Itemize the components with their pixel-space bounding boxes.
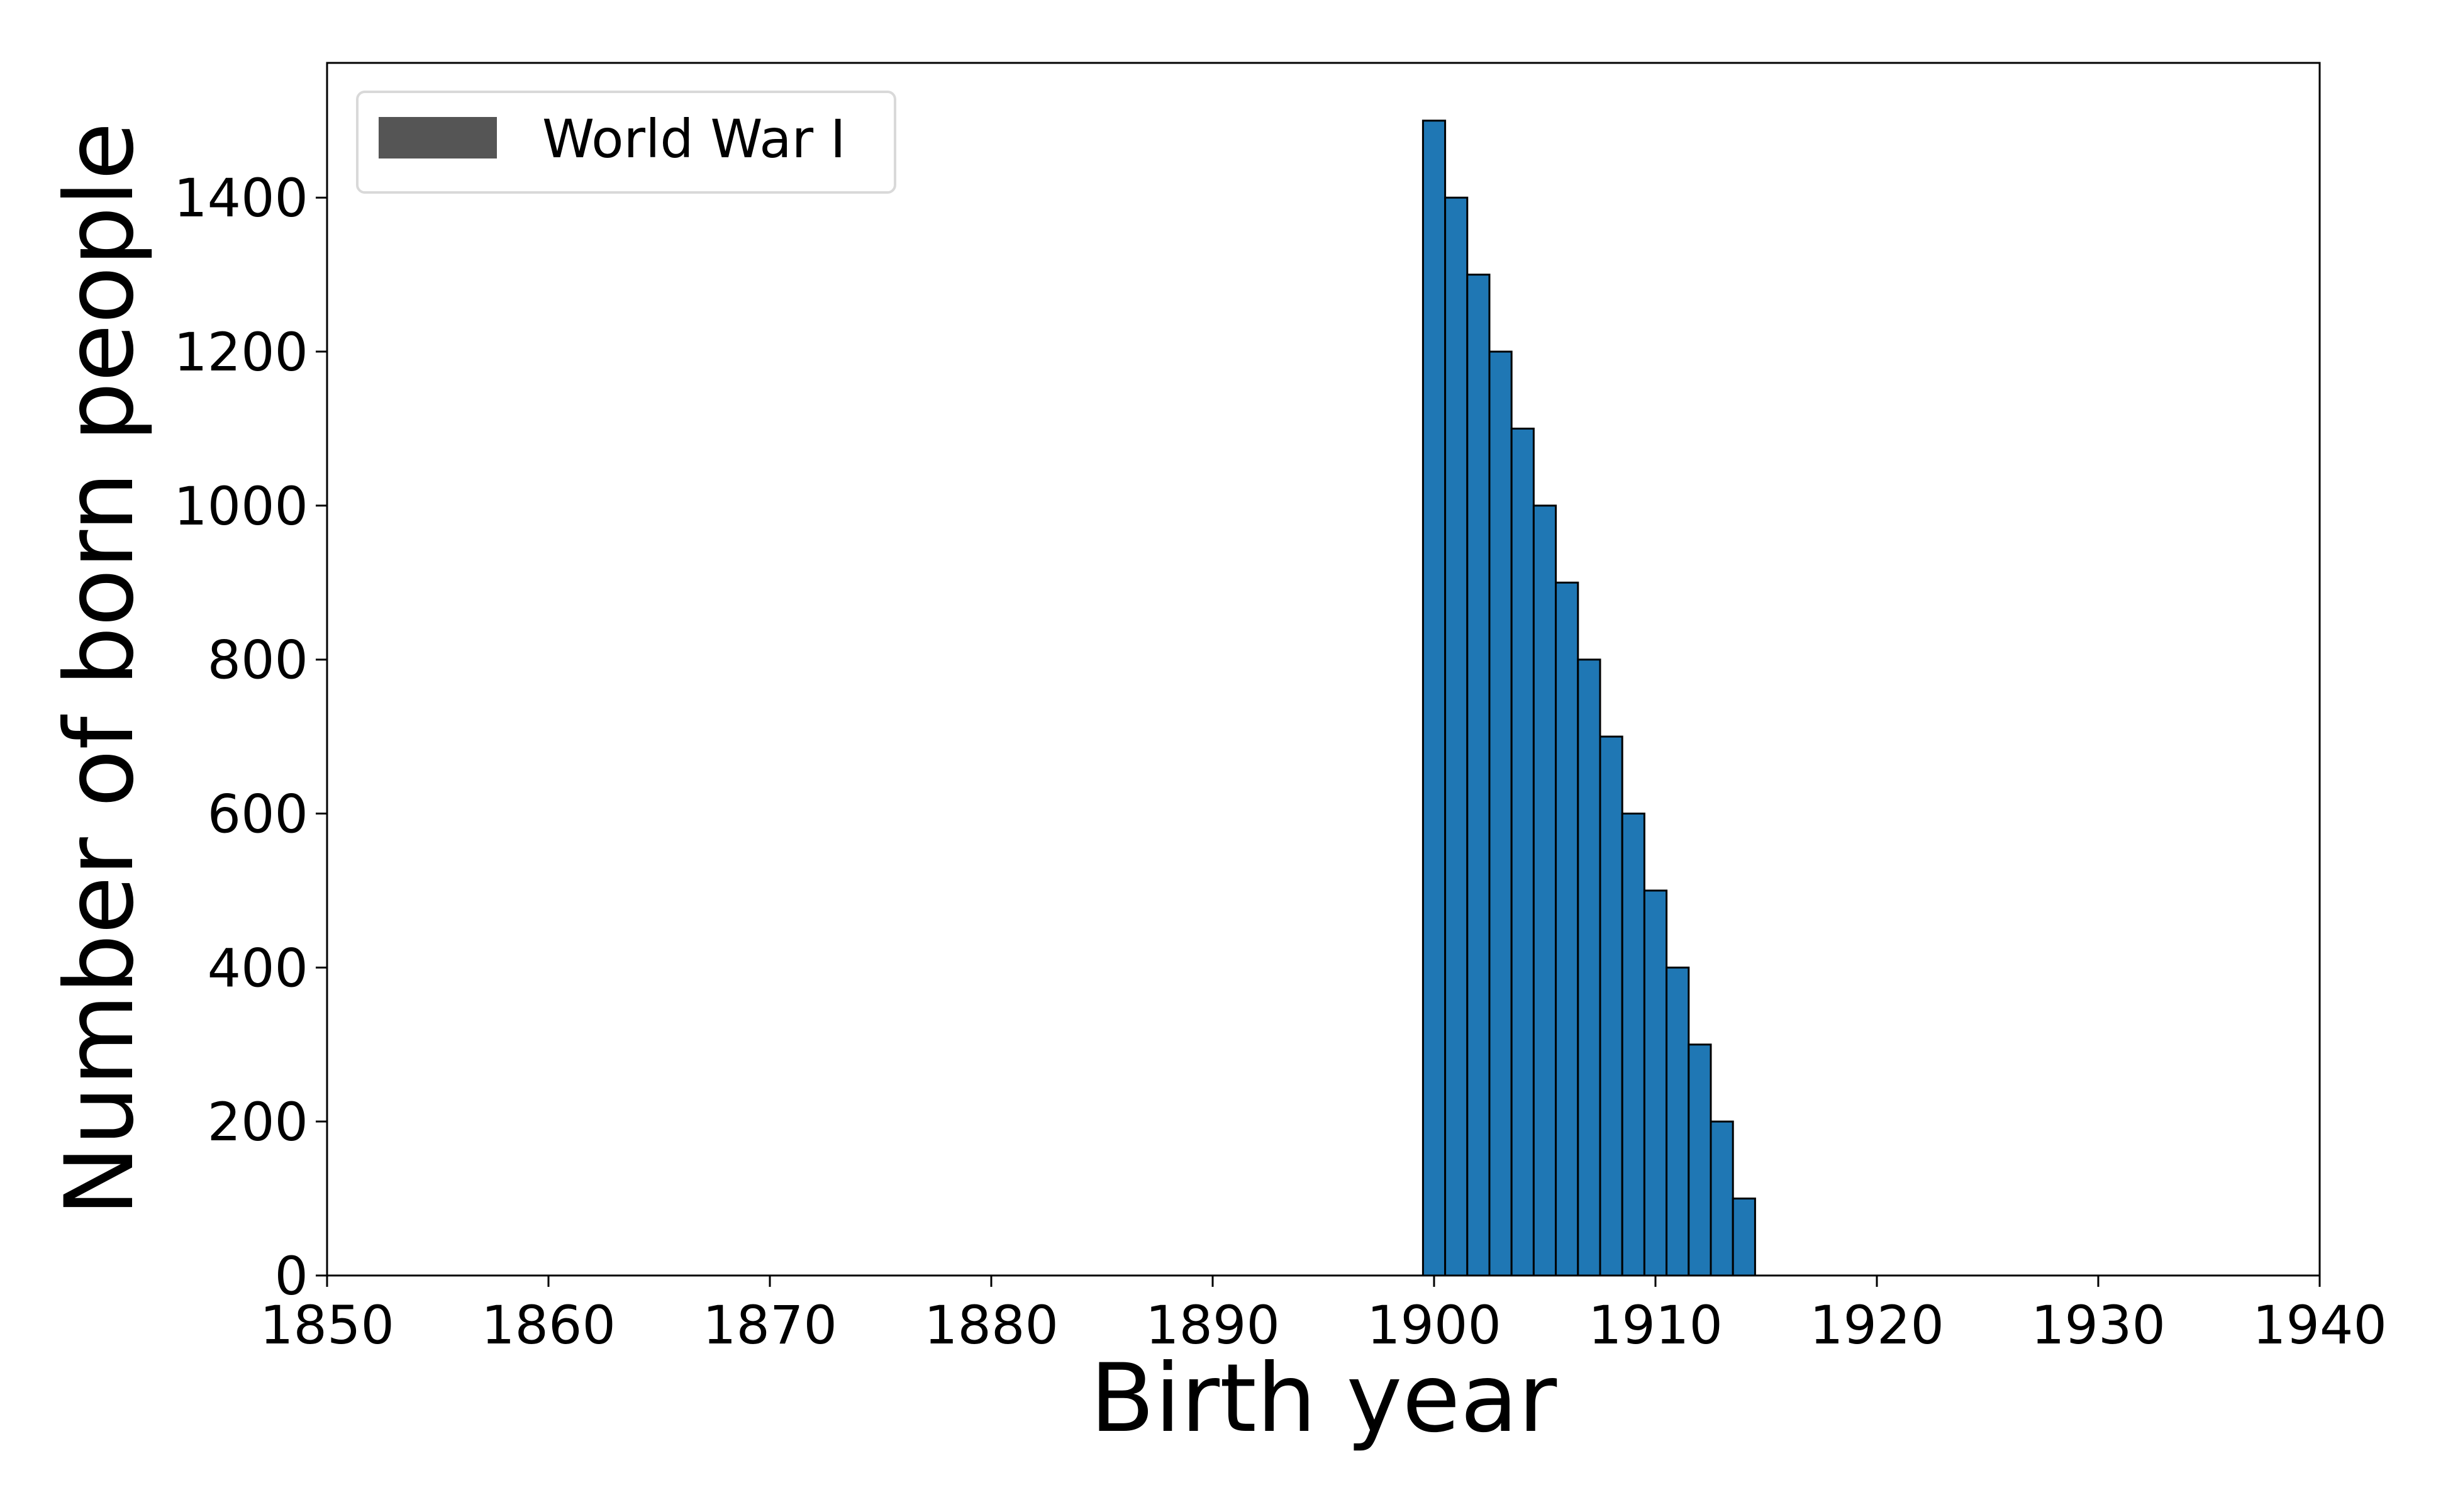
bar-1913 — [1710, 1120, 1734, 1277]
x-tick-label: 1940 — [2252, 1294, 2387, 1356]
bar-1909 — [1621, 813, 1645, 1277]
bar-1901 — [1444, 196, 1469, 1277]
bars-group — [1421, 120, 1756, 1277]
plot-area — [327, 63, 2320, 1276]
y-tick-label: 800 — [208, 630, 308, 691]
x-tick-label: 1930 — [2031, 1294, 2166, 1356]
y-axis-ticks: 0 200 400 600 800 1000 1200 1400 — [174, 167, 327, 1307]
bar-1908 — [1599, 735, 1623, 1277]
x-tick-label: 1870 — [703, 1294, 837, 1356]
y-tick-label: 1000 — [174, 475, 308, 537]
legend: World War I — [356, 91, 896, 194]
bar-1903 — [1488, 350, 1513, 1277]
x-tick-label: 1910 — [1588, 1294, 1723, 1356]
bar-1912 — [1688, 1043, 1712, 1277]
y-tick-label: 1200 — [174, 321, 308, 383]
x-axis-title: Birth year — [1090, 1344, 1557, 1454]
plot-frame — [326, 62, 2321, 1277]
x-tick-label: 1860 — [481, 1294, 616, 1356]
bar-1914 — [1732, 1198, 1756, 1277]
x-axis-ticks: 1850 1860 1870 1880 1890 1900 1910 1920 1930 1940 — [260, 1276, 2387, 1356]
x-tick-label: 1920 — [1810, 1294, 1944, 1356]
x-tick-label: 1880 — [924, 1294, 1059, 1356]
x-tick-label: 1890 — [1145, 1294, 1280, 1356]
bar-1906 — [1555, 581, 1579, 1277]
legend-swatch — [379, 117, 497, 158]
legend-label: World War I — [542, 108, 846, 170]
bar-1907 — [1577, 659, 1601, 1277]
bar-1904 — [1510, 427, 1535, 1277]
y-tick-label: 400 — [208, 937, 308, 999]
x-tick-label: 1900 — [1367, 1294, 1501, 1356]
y-tick-label: 1400 — [174, 167, 308, 229]
bar-1902 — [1466, 274, 1491, 1277]
bar-1900 — [1421, 120, 1447, 1277]
y-tick-label: 200 — [208, 1091, 308, 1153]
x-tick-label: 1850 — [260, 1294, 394, 1356]
y-axis-title: Number of born people — [45, 122, 155, 1216]
y-tick-label: 0 — [275, 1245, 308, 1307]
bar-1911 — [1666, 966, 1690, 1277]
bar-1905 — [1532, 504, 1557, 1277]
y-tick-label: 600 — [208, 784, 308, 845]
bar-1910 — [1643, 889, 1668, 1277]
